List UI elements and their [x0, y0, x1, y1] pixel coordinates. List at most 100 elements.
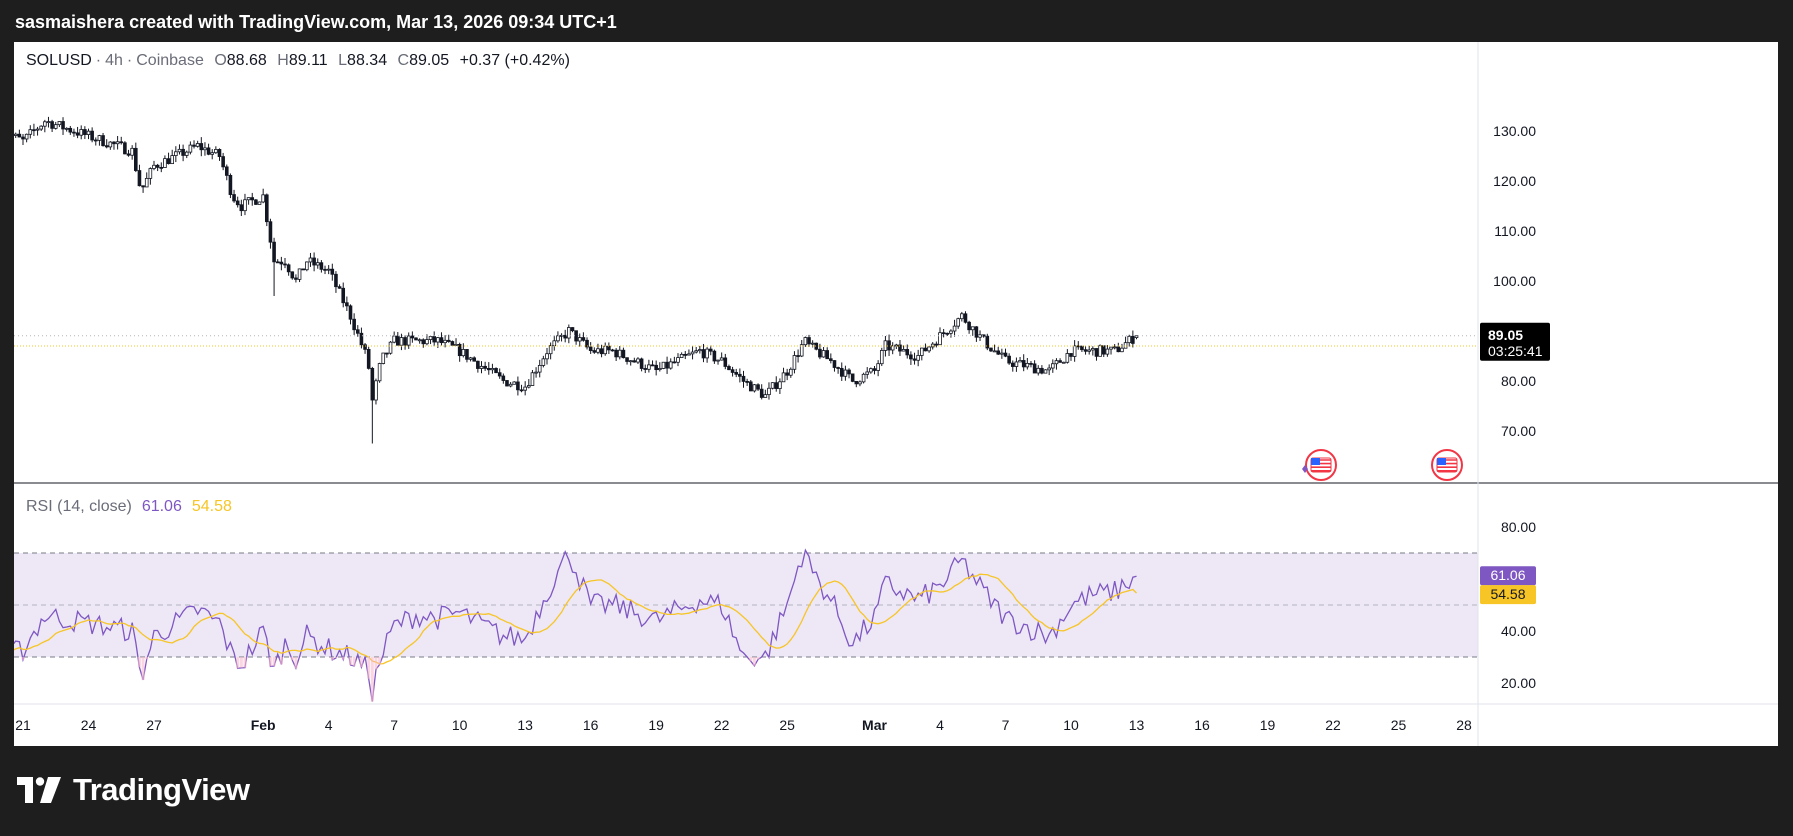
symbol-name[interactable]: SOLUSD [26, 52, 92, 69]
price-axis[interactable]: 130.00 120.00 110.00 100.00 80.00 70.00 [1493, 123, 1536, 439]
candle [519, 384, 524, 393]
candle [781, 367, 786, 383]
candle [126, 149, 131, 157]
candle [210, 149, 215, 160]
candle [46, 116, 51, 128]
candle [1043, 369, 1048, 374]
rsi-axis[interactable]: 80.00 40.00 20.00 [1501, 519, 1536, 691]
candle [752, 384, 757, 393]
candle [865, 367, 870, 379]
rsi-ma-value-tag: 54.58 [1480, 585, 1536, 605]
candle [890, 342, 895, 355]
candle [778, 378, 782, 395]
candle [748, 380, 753, 392]
candle [719, 352, 724, 361]
candle [1058, 358, 1062, 363]
candle [35, 126, 40, 136]
candle [283, 257, 287, 269]
chart-frame[interactable]: 130.00 120.00 110.00 100.00 80.00 70.00 80.00… [0, 42, 1778, 746]
candle [1109, 346, 1113, 355]
rsi-legend[interactable]: RSI (14, close) 61.06 54.58 [26, 498, 232, 516]
candle [1083, 346, 1088, 355]
candle [21, 134, 25, 145]
time-tick-label: 13 [1129, 717, 1145, 733]
candle [1120, 343, 1124, 353]
candle [647, 359, 651, 373]
candle [17, 129, 22, 138]
candle [79, 125, 84, 140]
candle [854, 380, 859, 388]
candle [272, 237, 276, 296]
economic-events[interactable] [1302, 449, 1463, 481]
candle [490, 363, 495, 374]
time-tick-label: 4 [325, 717, 333, 733]
candle [144, 172, 149, 188]
candle [377, 362, 382, 383]
candle [829, 353, 833, 364]
us-economic-event-icon[interactable] [1431, 449, 1463, 481]
candle [450, 340, 455, 347]
candle [570, 327, 575, 333]
candle [814, 342, 819, 351]
candle [476, 360, 480, 373]
candle [1007, 353, 1011, 365]
bar-countdown: 03:25:41 [1488, 343, 1543, 359]
candle [61, 117, 65, 135]
candle [97, 134, 102, 146]
candle [537, 359, 542, 378]
candle [1018, 356, 1022, 363]
candle [53, 121, 58, 130]
time-tick-label: 19 [648, 717, 664, 733]
candle [912, 352, 917, 365]
rsi-title[interactable]: RSI (14, close) [26, 498, 132, 515]
candle [155, 163, 160, 172]
candle [832, 360, 837, 372]
candle [923, 343, 928, 352]
candle [341, 282, 346, 308]
candle [494, 367, 498, 374]
time-tick-label: 16 [1194, 717, 1210, 733]
candle [789, 367, 793, 378]
rsi-ma-line [1, 573, 1137, 665]
candle [1065, 349, 1070, 364]
legend-separator-dot: · [126, 52, 133, 69]
candle [355, 325, 360, 337]
candle [505, 380, 509, 387]
candle [759, 384, 764, 400]
candle [945, 332, 950, 336]
candle [952, 319, 957, 337]
symbol-legend[interactable]: SOLUSD · 4h · Coinbase O88.68 H89.11 L88.34 … [26, 52, 570, 70]
candle [839, 362, 844, 381]
candle [621, 347, 626, 359]
chart-canvas[interactable]: 130.00 120.00 110.00 100.00 80.00 70.00 80.00… [0, 42, 1778, 746]
candle [195, 140, 200, 148]
time-tick-label: 24 [81, 717, 97, 733]
candle [1069, 353, 1073, 361]
candle [683, 351, 688, 360]
candle [326, 265, 331, 275]
candle [203, 142, 207, 156]
candle [221, 152, 225, 171]
rsi-tick-label: 80.00 [1501, 519, 1536, 535]
candle [439, 332, 444, 346]
candle [472, 356, 477, 362]
candle [970, 326, 975, 336]
candle [75, 126, 80, 139]
candle [428, 336, 433, 345]
interval-label: 4h [105, 52, 123, 69]
tradingview-brand[interactable]: TradingView [17, 770, 250, 810]
candle [1003, 348, 1008, 358]
us-economic-event-icon[interactable] [1302, 449, 1337, 481]
candle [949, 329, 953, 338]
candle [916, 349, 920, 367]
tradingview-logo-icon [17, 777, 61, 803]
time-axis[interactable]: 21 24 27 Feb 4 7 10 13 16 19 22 25 Mar 4 7 10 13 16 19 22 25… [15, 717, 1472, 733]
candle [727, 364, 731, 371]
candle [64, 127, 69, 132]
candle [661, 361, 666, 370]
candle [556, 331, 560, 343]
candle-series [0, 116, 1478, 444]
candle [359, 327, 364, 349]
candle [1116, 342, 1121, 353]
candle [807, 334, 811, 347]
